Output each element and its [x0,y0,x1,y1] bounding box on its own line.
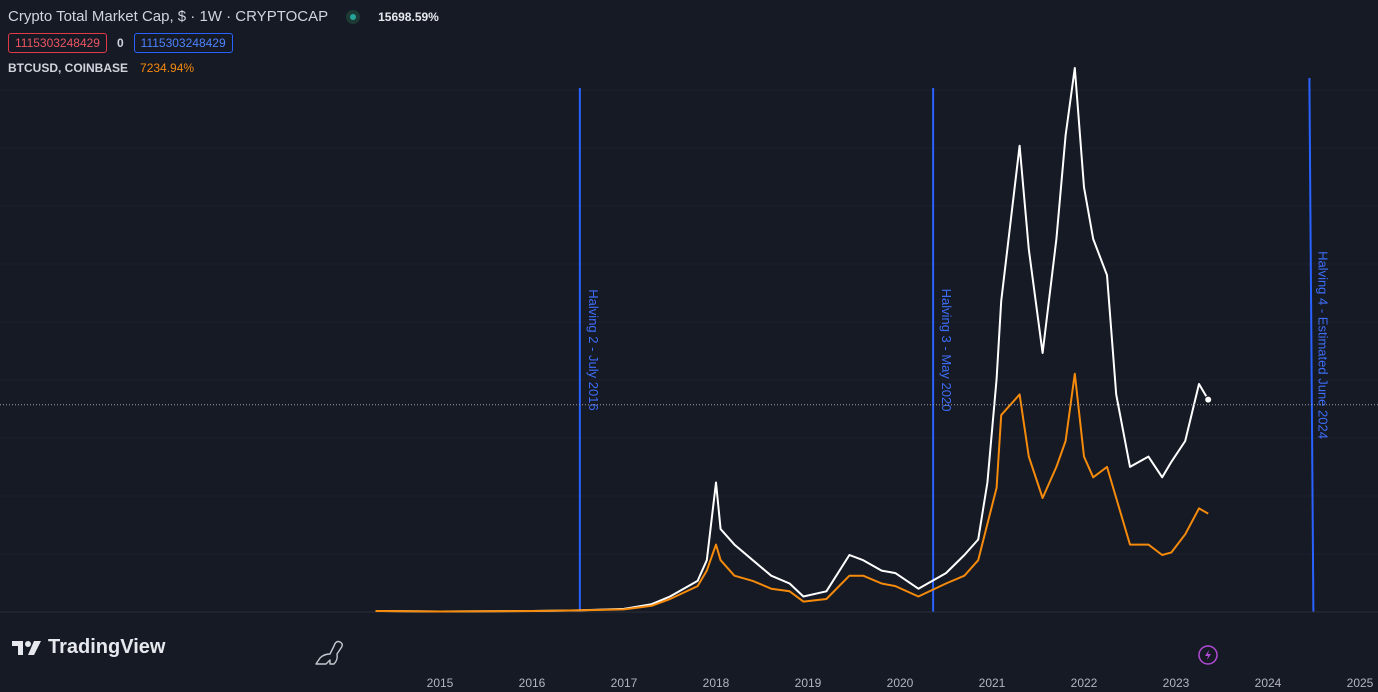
x-tick-label: 2016 [519,676,546,690]
tradingview-logo-icon [12,640,41,655]
chart-title[interactable]: Crypto Total Market Cap, $ · 1W · CRYPTO… [8,8,329,25]
x-tick-label: 2024 [1255,676,1282,690]
lightning-icon[interactable] [1198,645,1218,665]
value-blue-box[interactable]: 1115303248429 [133,33,233,53]
halving-label: Halving 3 - May 2020 [939,289,954,412]
x-tick-label: 2023 [1163,676,1190,690]
brand-name: TradingView [48,636,166,658]
legend: Crypto Total Market Cap, $ · 1W · CRYPTO… [8,8,439,75]
x-tick-label: 2018 [703,676,730,690]
x-tick-label: 2015 [427,676,454,690]
x-tick-label: 2021 [979,676,1006,690]
market-status-icon[interactable] [346,9,361,24]
halving-label: Halving 2 - July 2016 [586,289,601,410]
x-tick-label: 2022 [1071,676,1098,690]
grid-lines [0,89,1378,555]
x-tick-label: 2020 [887,676,914,690]
btcusd-line [375,372,1209,613]
halving-markers: Halving 2 - July 2016 Halving 3 - May 202… [578,77,1330,613]
tradingview-logo[interactable]: TradingView [12,636,165,659]
halving-line [1308,77,1315,613]
x-tick-label: 2025 [1347,676,1374,690]
legend-main-row[interactable]: Crypto Total Market Cap, $ · 1W · CRYPTO… [8,8,439,25]
x-axis-ticks: 2015 2016 2017 2018 2019 2020 2021 2022 2023 2024… [427,676,1374,690]
main-change-percent: 15698.59% [378,9,439,24]
x-tick-label: 2019 [795,676,822,690]
value-red-box[interactable]: 1115303248429 [8,33,107,53]
dino-icon[interactable] [315,640,343,665]
zero-label: 0 [116,36,124,50]
last-value-marker[interactable] [1204,395,1213,404]
compare-symbol[interactable]: BTCUSD, COINBASE [8,61,129,75]
total-market-cap-line [375,67,1210,613]
legend-values-row: 1115303248429 0 1115303248429 [8,33,439,53]
x-tick-label: 2017 [611,676,638,690]
series-lines [375,67,1213,613]
compare-row[interactable]: BTCUSD, COINBASE 7234.94% [8,61,439,75]
compare-change-percent: 7234.94% [140,61,195,75]
halving-label: Halving 4 - Estimated June 2024 [1315,251,1330,439]
